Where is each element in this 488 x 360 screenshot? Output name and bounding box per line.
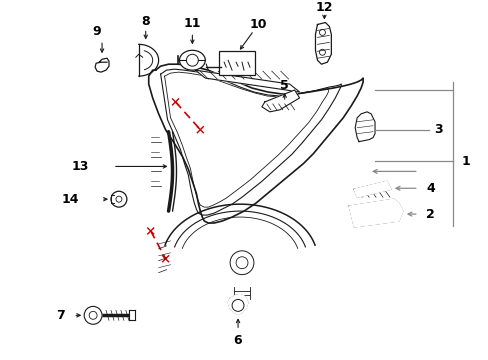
Polygon shape xyxy=(195,70,299,92)
Text: 2: 2 xyxy=(426,208,434,221)
Text: 3: 3 xyxy=(433,123,442,136)
Text: 10: 10 xyxy=(249,18,266,31)
FancyBboxPatch shape xyxy=(219,51,254,75)
Text: 8: 8 xyxy=(141,15,150,28)
Text: 1: 1 xyxy=(461,155,470,168)
Polygon shape xyxy=(353,181,390,197)
Ellipse shape xyxy=(179,50,205,70)
Polygon shape xyxy=(354,112,374,141)
Text: 13: 13 xyxy=(72,160,89,173)
Text: 6: 6 xyxy=(233,334,242,347)
Polygon shape xyxy=(228,294,247,314)
Polygon shape xyxy=(262,90,299,112)
Text: 14: 14 xyxy=(61,193,79,206)
Text: 5: 5 xyxy=(280,78,288,91)
Text: 4: 4 xyxy=(426,182,434,195)
Polygon shape xyxy=(315,23,331,64)
Polygon shape xyxy=(348,199,402,227)
Text: 9: 9 xyxy=(93,25,101,38)
Text: 11: 11 xyxy=(183,17,201,30)
Text: 7: 7 xyxy=(57,309,65,322)
Text: 12: 12 xyxy=(315,1,332,14)
